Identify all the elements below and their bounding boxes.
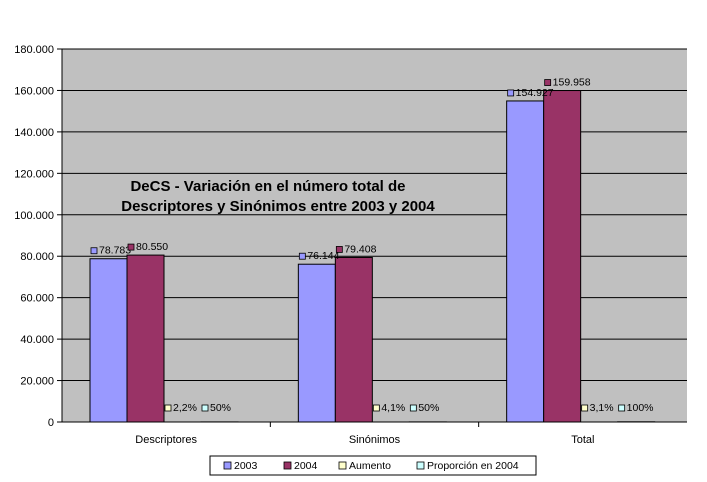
x-tick-label: Sinónimos (349, 434, 401, 446)
chart-title-line-2: Descriptores y Sinónimos entre 2003 y 20… (121, 198, 435, 215)
data-label: 79.408 (344, 243, 376, 255)
axes (57, 48, 687, 427)
chart-title: DeCS - Variación en el número total de D… (121, 178, 435, 215)
data-label: 3,1% (590, 402, 614, 414)
bar-2003 (89, 258, 128, 423)
legend-label: Aumento (349, 460, 391, 472)
x-axis-ticks: Descriptores Sinónimos Total (135, 434, 594, 446)
gridlines (62, 48, 687, 382)
x-tick-label: Total (571, 434, 594, 446)
data-label: 2,2% (173, 402, 197, 414)
bar-2004 (543, 90, 582, 423)
data-label: 50% (418, 402, 439, 414)
plot-area (62, 49, 687, 422)
bar-2003 (297, 263, 336, 423)
bars (89, 90, 656, 423)
data-labels: 78.783 80.550 2,2% 50% 76.144 79.408 4,1% 50% 15… (90, 77, 654, 414)
legend-label: 2004 (294, 460, 318, 472)
data-label: 4,1% (381, 402, 405, 414)
legend-label: 2003 (234, 460, 258, 472)
y-axis-ticks: 0 20.000 40.000 60.000 80.000 100.000 120.000 1… (14, 44, 54, 429)
y-tick-label: 100.000 (14, 210, 54, 222)
data-label: 78.783 (99, 245, 131, 257)
x-tick-label: Descriptores (135, 434, 197, 446)
legend-swatch (223, 461, 232, 470)
data-label: 159.958 (553, 77, 591, 89)
bar-2003 (506, 100, 545, 423)
legend-swatch (416, 461, 425, 470)
data-label-key (581, 404, 589, 412)
data-label: 80.550 (136, 241, 168, 253)
data-label-key (201, 404, 209, 412)
y-tick-label: 120.000 (14, 168, 54, 180)
y-tick-label: 20.000 (20, 376, 54, 388)
y-tick-label: 160.000 (14, 85, 54, 97)
data-label: 76.144 (307, 250, 339, 262)
data-label: 154.927 (516, 87, 554, 99)
data-label-key (372, 404, 380, 412)
legend-box (209, 455, 537, 476)
y-tick-label: 140.000 (14, 127, 54, 139)
data-label-key (544, 79, 552, 86)
data-label-key (127, 243, 135, 251)
data-label-key (409, 404, 417, 412)
chart-title-line-1: DeCS - Variación en el número total de (130, 178, 405, 195)
data-label-key (298, 252, 306, 260)
y-tick-label: 60.000 (20, 293, 54, 305)
legend: 2003 2004 Aumento Proporción en 2004 (209, 455, 537, 476)
data-label: 50% (210, 402, 231, 414)
y-tick-label: 0 (48, 417, 54, 429)
data-label: 100% (627, 402, 654, 414)
data-label-key (90, 247, 98, 255)
legend-swatch (283, 461, 292, 470)
data-label-key (335, 246, 343, 253)
bar-2004 (334, 256, 373, 423)
legend-label: Proporción en 2004 (427, 460, 519, 472)
y-tick-label: 180.000 (14, 44, 54, 56)
data-label-key (164, 404, 172, 412)
y-tick-label: 80.000 (20, 251, 54, 263)
data-label-key (507, 89, 515, 97)
data-label-key (618, 404, 626, 412)
bar-2004 (126, 254, 165, 423)
legend-swatch (338, 461, 347, 470)
y-tick-label: 40.000 (20, 334, 54, 346)
